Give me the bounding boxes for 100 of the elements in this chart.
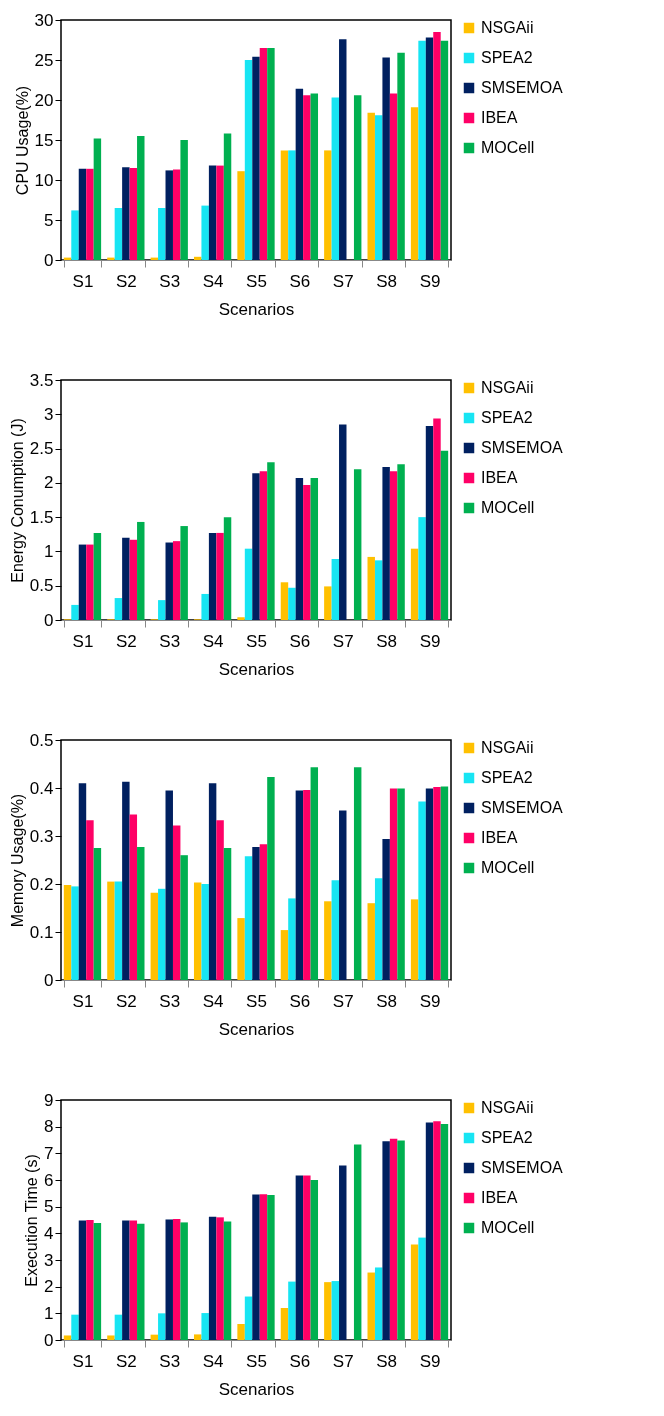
bar xyxy=(150,892,159,980)
bar xyxy=(310,93,319,260)
y-tick-label: 0 xyxy=(44,1330,54,1350)
bar xyxy=(267,48,275,260)
x-tick-label: S5 xyxy=(246,271,267,291)
bar xyxy=(223,517,232,620)
bar xyxy=(331,880,340,980)
y-tick-label: 6 xyxy=(44,1170,54,1190)
y-tick-label: 2 xyxy=(44,473,54,493)
y-tick-label: 3 xyxy=(44,404,54,424)
bar xyxy=(158,888,166,980)
x-tick-label: S2 xyxy=(115,1351,137,1371)
bar xyxy=(374,115,383,260)
bar xyxy=(288,1281,296,1340)
legend-label: MOCell xyxy=(481,1219,535,1236)
bar xyxy=(288,150,296,260)
bar xyxy=(303,95,311,260)
x-tick-label: S1 xyxy=(72,271,94,291)
bar xyxy=(331,558,340,620)
bar xyxy=(122,781,130,980)
bar xyxy=(295,1175,304,1340)
bar xyxy=(331,1281,340,1340)
y-tick-label: 7 xyxy=(44,1143,54,1163)
bar xyxy=(288,587,296,620)
bar xyxy=(339,39,347,260)
y-tick-label: 8 xyxy=(44,1117,54,1137)
bar xyxy=(107,1335,115,1340)
bar xyxy=(208,1216,217,1340)
bar xyxy=(280,930,289,980)
bar xyxy=(425,1122,434,1340)
bar xyxy=(252,847,260,980)
bar xyxy=(244,548,253,620)
x-axis-title: Scenarios xyxy=(218,1019,295,1039)
x-tick-label: S4 xyxy=(202,631,224,651)
legend-label: SMSEMOA xyxy=(481,799,564,816)
bar xyxy=(86,1220,94,1340)
bar xyxy=(280,150,289,260)
bar xyxy=(172,1218,181,1340)
bar xyxy=(114,881,123,980)
bar xyxy=(208,783,217,980)
y-tick-label: 0.3 xyxy=(29,826,54,846)
bar xyxy=(252,1194,260,1340)
legend-label: MOCell xyxy=(481,859,535,876)
x-tick-label: S9 xyxy=(419,271,441,291)
bar xyxy=(78,1220,87,1340)
bar xyxy=(193,1334,202,1340)
bar xyxy=(324,1282,332,1340)
bar xyxy=(63,884,72,980)
bar xyxy=(107,881,115,980)
bar xyxy=(440,786,449,980)
legend-label: MOCell xyxy=(481,139,535,156)
bar xyxy=(86,544,94,620)
bar xyxy=(93,848,102,980)
bar xyxy=(259,844,268,980)
bar xyxy=(374,1267,383,1340)
bar xyxy=(367,556,375,620)
bar xyxy=(137,136,145,260)
bar xyxy=(122,167,130,260)
x-tick-label: S5 xyxy=(246,1351,267,1371)
bar xyxy=(252,56,260,260)
bar xyxy=(78,544,87,620)
x-tick-label: S8 xyxy=(376,271,398,291)
bar xyxy=(418,801,426,980)
y-tick-label: 4 xyxy=(44,1223,54,1243)
bar xyxy=(353,767,362,980)
bar xyxy=(165,542,173,620)
x-tick-label: S2 xyxy=(115,271,137,291)
bar xyxy=(237,918,245,980)
bar xyxy=(440,450,449,620)
x-tick-label: S8 xyxy=(376,631,398,651)
bar xyxy=(180,526,188,620)
bar xyxy=(382,57,390,260)
x-tick-label: S5 xyxy=(246,991,267,1011)
bar xyxy=(129,1220,138,1340)
bar xyxy=(310,767,319,980)
x-tick-label: S6 xyxy=(289,631,311,651)
bar xyxy=(389,93,398,260)
bar xyxy=(425,425,434,620)
bar xyxy=(71,210,79,260)
x-tick-label: S7 xyxy=(332,991,354,1011)
x-tick-label: S9 xyxy=(419,991,441,1011)
y-tick-label: 20 xyxy=(34,90,54,110)
bar xyxy=(259,48,268,260)
bar xyxy=(389,788,398,980)
y-tick-label: 1 xyxy=(44,1303,54,1323)
bar xyxy=(165,170,173,260)
legend-label: NSGAii xyxy=(481,739,534,756)
bar xyxy=(201,205,209,260)
bar xyxy=(353,469,362,620)
bar xyxy=(216,1217,224,1340)
bar xyxy=(288,898,296,980)
bar xyxy=(216,165,224,260)
y-tick-label: 3 xyxy=(44,1250,54,1270)
bar xyxy=(410,107,419,260)
x-tick-label: S9 xyxy=(419,631,441,651)
legend-label: IBEA xyxy=(481,109,518,126)
legend-label: SPEA2 xyxy=(481,1129,533,1146)
bar xyxy=(122,1220,130,1340)
bar xyxy=(425,788,434,980)
bar xyxy=(324,586,332,620)
